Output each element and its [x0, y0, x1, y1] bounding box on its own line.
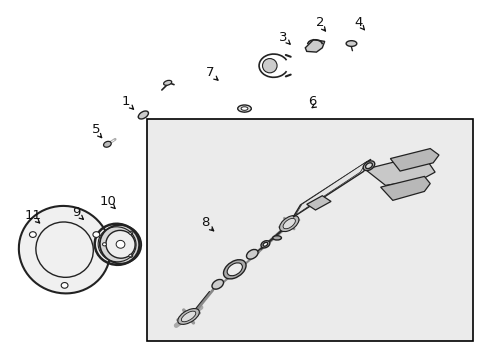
- Ellipse shape: [262, 59, 277, 73]
- Ellipse shape: [227, 263, 242, 276]
- Ellipse shape: [138, 111, 148, 119]
- Ellipse shape: [106, 230, 135, 258]
- Text: 5: 5: [92, 123, 100, 136]
- Text: 2: 2: [315, 16, 324, 29]
- Polygon shape: [295, 161, 366, 215]
- Text: 8: 8: [201, 216, 209, 229]
- Ellipse shape: [263, 242, 267, 246]
- Ellipse shape: [246, 249, 258, 259]
- Text: 1: 1: [121, 95, 129, 108]
- Ellipse shape: [223, 260, 245, 279]
- Ellipse shape: [102, 243, 106, 246]
- Text: 9: 9: [72, 206, 81, 219]
- Ellipse shape: [29, 232, 36, 237]
- Ellipse shape: [363, 161, 374, 171]
- Text: 4: 4: [354, 16, 362, 29]
- Ellipse shape: [103, 141, 111, 147]
- Ellipse shape: [93, 232, 100, 237]
- Polygon shape: [380, 176, 429, 201]
- Ellipse shape: [116, 240, 124, 248]
- Polygon shape: [305, 40, 324, 52]
- Polygon shape: [389, 149, 438, 171]
- Ellipse shape: [129, 231, 133, 234]
- Ellipse shape: [237, 105, 251, 112]
- Text: 6: 6: [308, 95, 316, 108]
- Text: 11: 11: [24, 209, 41, 222]
- Polygon shape: [306, 196, 330, 210]
- Ellipse shape: [272, 236, 281, 240]
- Ellipse shape: [241, 107, 247, 111]
- Ellipse shape: [61, 283, 68, 288]
- Ellipse shape: [181, 311, 195, 322]
- Ellipse shape: [212, 279, 223, 289]
- Ellipse shape: [365, 163, 372, 168]
- Ellipse shape: [261, 241, 269, 248]
- Text: 7: 7: [206, 66, 214, 79]
- Text: 10: 10: [100, 195, 117, 208]
- Text: 3: 3: [279, 31, 287, 44]
- Polygon shape: [365, 159, 434, 185]
- Ellipse shape: [100, 225, 141, 264]
- Polygon shape: [292, 159, 370, 217]
- Ellipse shape: [19, 206, 110, 293]
- Ellipse shape: [279, 216, 298, 231]
- Ellipse shape: [163, 80, 171, 85]
- Ellipse shape: [283, 219, 295, 229]
- Ellipse shape: [178, 309, 199, 324]
- Ellipse shape: [129, 254, 133, 257]
- Ellipse shape: [346, 41, 356, 46]
- Bar: [147, 119, 472, 341]
